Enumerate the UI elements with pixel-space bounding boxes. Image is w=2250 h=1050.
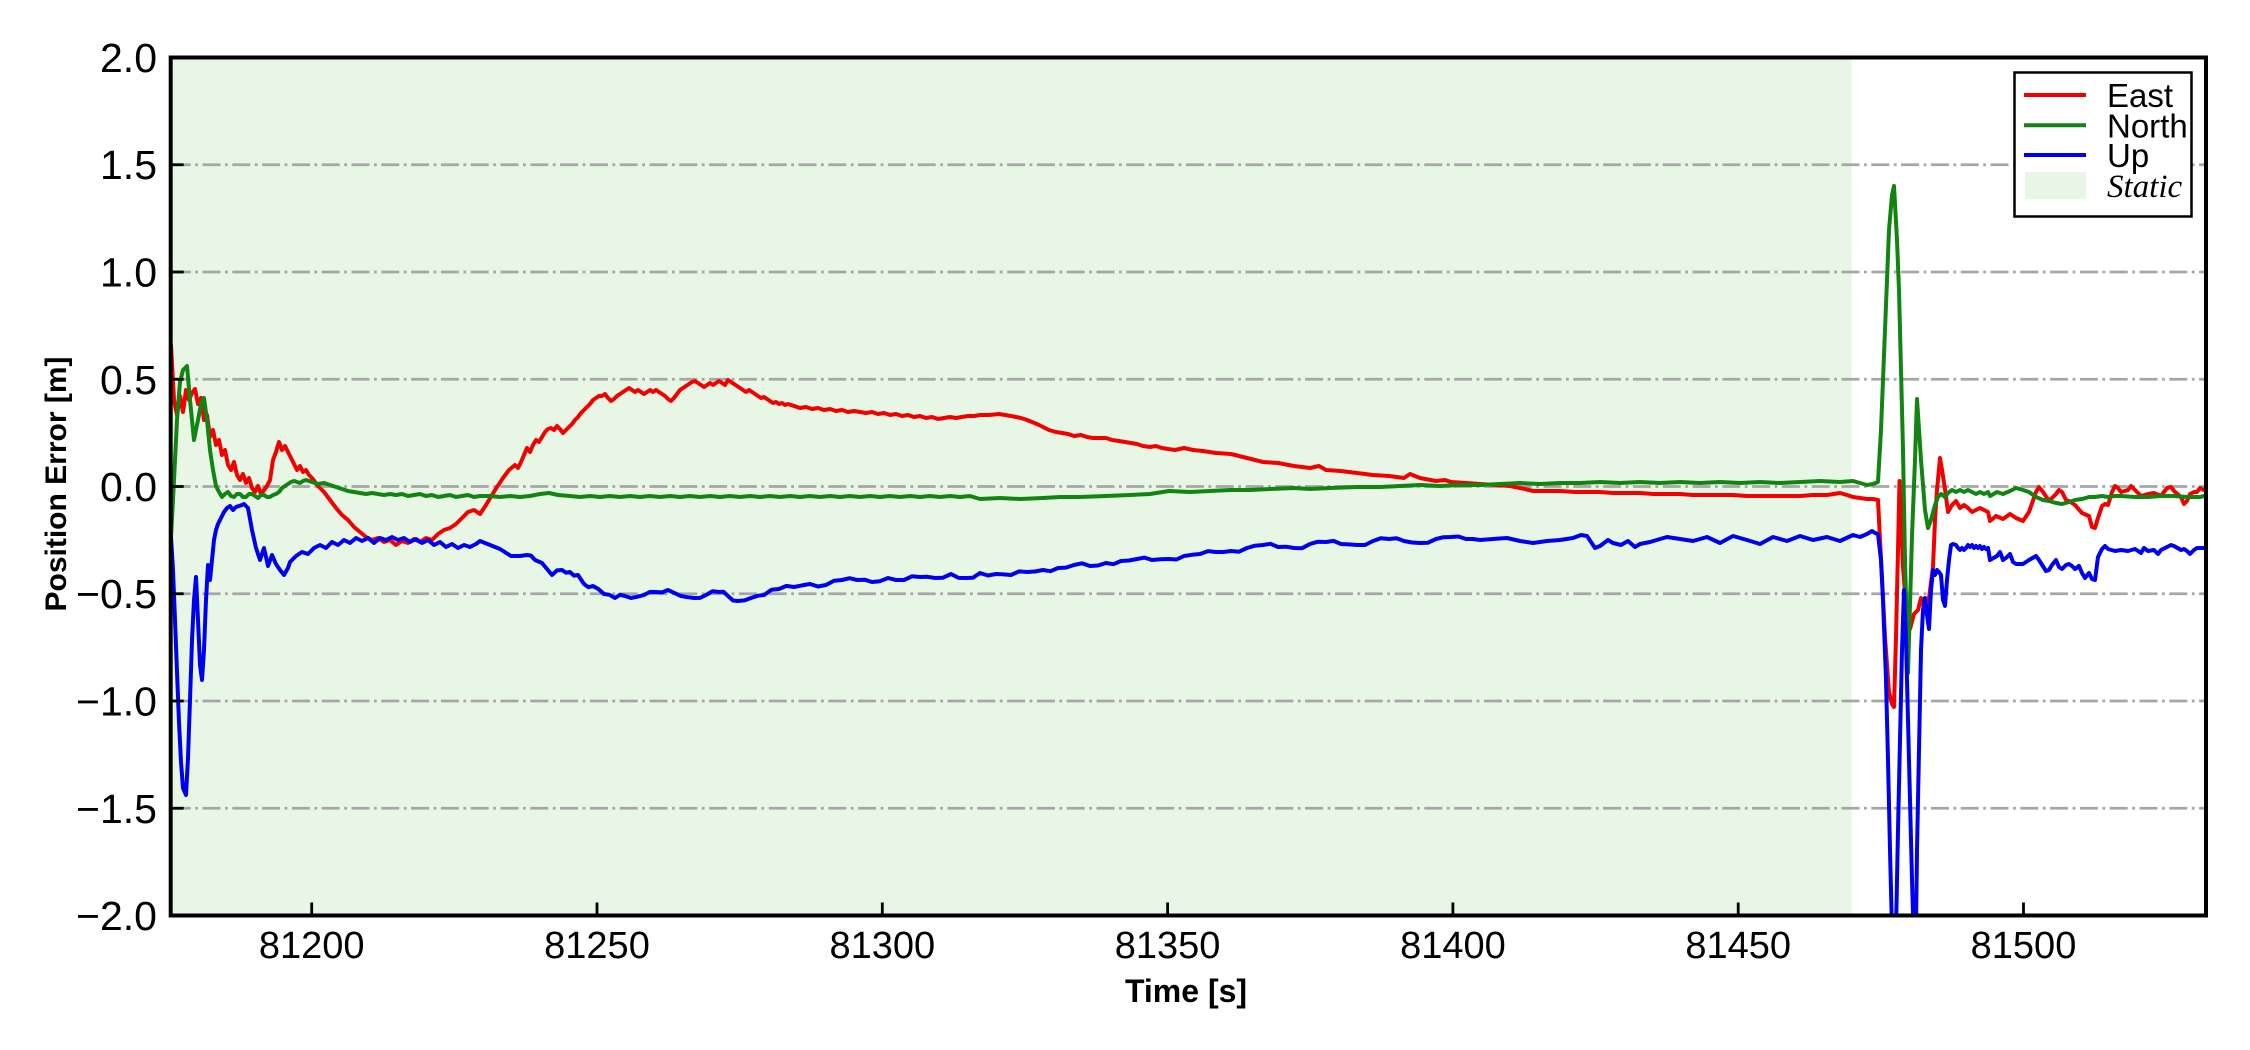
- svg-text:1.5: 1.5: [100, 142, 157, 188]
- svg-text:81500: 81500: [1971, 925, 2077, 967]
- svg-text:East: East: [2107, 77, 2173, 114]
- svg-text:2.0: 2.0: [100, 35, 157, 81]
- svg-text:−1.5: −1.5: [76, 786, 157, 832]
- svg-text:0.0: 0.0: [100, 464, 157, 510]
- svg-text:81400: 81400: [1400, 925, 1506, 967]
- svg-text:North: North: [2107, 107, 2188, 144]
- svg-text:81350: 81350: [1115, 925, 1221, 967]
- svg-text:Static: Static: [2107, 169, 2183, 205]
- svg-text:Position Error [m]: Position Error [m]: [40, 356, 73, 611]
- svg-text:Time [s]: Time [s]: [1125, 973, 1247, 1009]
- svg-text:81450: 81450: [1685, 925, 1791, 967]
- svg-text:1.0: 1.0: [100, 250, 157, 296]
- svg-text:−0.5: −0.5: [76, 571, 157, 617]
- svg-text:0.5: 0.5: [100, 357, 157, 403]
- svg-text:81250: 81250: [544, 925, 650, 967]
- svg-text:Up: Up: [2107, 137, 2149, 174]
- svg-text:−1.0: −1.0: [76, 679, 157, 725]
- svg-text:−2.0: −2.0: [76, 893, 157, 939]
- svg-text:81200: 81200: [259, 925, 365, 967]
- svg-text:81300: 81300: [829, 925, 935, 967]
